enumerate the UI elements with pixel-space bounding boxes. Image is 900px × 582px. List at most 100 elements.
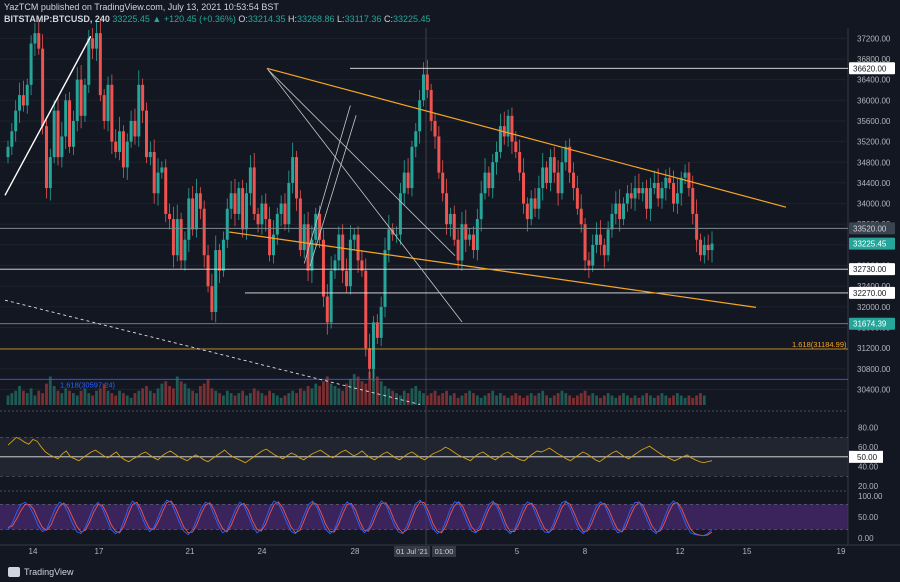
volume-bar (60, 393, 64, 405)
volume-bar (25, 393, 29, 405)
volume-bar (375, 376, 379, 405)
candle-body (79, 79, 83, 116)
volume-bar (402, 390, 406, 405)
candle-body (614, 203, 618, 214)
candle-body (25, 84, 29, 106)
stoch-band (0, 504, 848, 530)
volume-bar (272, 393, 275, 405)
price-tick-label: 36800.00 (857, 55, 891, 64)
candle-body (310, 239, 314, 271)
candle-body (591, 244, 595, 266)
candle-body (656, 182, 660, 199)
volume-bar (379, 381, 383, 405)
stoch-tick-label: 50.00 (858, 513, 879, 522)
volume-bar (437, 395, 441, 405)
candle-body (398, 193, 402, 235)
candle-body (233, 193, 237, 214)
volume-bar (222, 395, 225, 405)
candle-body (421, 74, 425, 101)
white-trendline-left (4, 35, 92, 196)
candle-body (456, 239, 460, 261)
price-tick-label: 37200.00 (857, 34, 891, 43)
price-label-box (849, 286, 895, 299)
price-tick-label: 36400.00 (857, 76, 891, 85)
candle-body (68, 100, 72, 147)
stoch-d-line (7, 500, 713, 537)
price-tick-label: 34000.00 (857, 200, 891, 209)
volume-bar (406, 393, 410, 405)
volume-bar (133, 393, 137, 405)
candle-body (179, 219, 183, 261)
volume-bar (452, 393, 456, 405)
symbol-header: BITSTAMP:BTCUSD, 240 33225.45 ▲ +120.45 … (4, 14, 431, 24)
price-label-text: 31674.39 (853, 320, 887, 329)
volume-bar (218, 393, 221, 405)
candle-body (460, 224, 464, 261)
candle-body (206, 255, 210, 287)
candle-body (102, 95, 106, 121)
volume-bar (579, 393, 583, 405)
volume-bar (18, 386, 21, 405)
candle-body (198, 193, 202, 209)
volume-bar (45, 383, 48, 405)
candle-body (702, 244, 706, 256)
volume-bar (495, 395, 498, 405)
channel-line-b (309, 115, 357, 267)
volume-bar (202, 383, 206, 405)
volume-bar (333, 386, 337, 405)
volume-bar (410, 388, 414, 405)
candle-body (598, 234, 602, 245)
candle-body (156, 172, 160, 194)
candle-body (521, 172, 525, 204)
price-label-box (849, 237, 895, 250)
candle-body (318, 213, 322, 240)
volume-bar (360, 381, 364, 405)
candle-body (410, 146, 414, 189)
candle-body (275, 213, 279, 235)
volume-bar (214, 390, 218, 405)
volume-bar (6, 395, 10, 405)
volume-bar (441, 393, 445, 405)
volume-bar (298, 388, 302, 405)
rsi-tick-label: 40.00 (858, 463, 879, 472)
symbol-label[interactable]: BITSTAMP:BTCUSD, 240 (4, 14, 110, 24)
volume-bar (464, 393, 468, 405)
volume-bar (414, 386, 418, 405)
candle-body (387, 229, 391, 251)
volume-bar (614, 397, 618, 405)
volume-bar (122, 393, 125, 405)
rsi-level-box (849, 450, 883, 463)
candle-body (60, 136, 64, 158)
candle-body (445, 193, 449, 225)
volume-bar (172, 388, 175, 405)
volume-bar (560, 390, 564, 405)
brand-text: TradingView (24, 567, 74, 577)
candle-body (264, 203, 268, 220)
candle-body (94, 33, 98, 49)
volume-bar (456, 397, 460, 405)
candle-body (348, 239, 352, 287)
candle-body (302, 224, 306, 251)
rsi-tick-label: 20.00 (858, 482, 879, 491)
volume-bar (649, 395, 652, 405)
candle-body (660, 188, 664, 199)
candle-body (452, 213, 456, 240)
volume-bar (529, 393, 533, 405)
candle-body (414, 131, 418, 147)
candle-body (406, 172, 410, 189)
volume-bar (668, 397, 672, 405)
tradingview-logo[interactable]: TradingView (8, 567, 74, 577)
candle-body (129, 120, 133, 142)
volume-bar (241, 390, 245, 405)
volume-bar (549, 397, 552, 405)
volume-bar (391, 390, 395, 405)
candle-body (572, 172, 576, 189)
volume-bar (264, 395, 268, 405)
volume-bar (314, 383, 318, 405)
volume-bar (56, 390, 60, 405)
candle-body (237, 188, 241, 214)
candle-body (183, 239, 187, 261)
volume-bar (522, 397, 525, 405)
volume-bar (499, 393, 502, 405)
